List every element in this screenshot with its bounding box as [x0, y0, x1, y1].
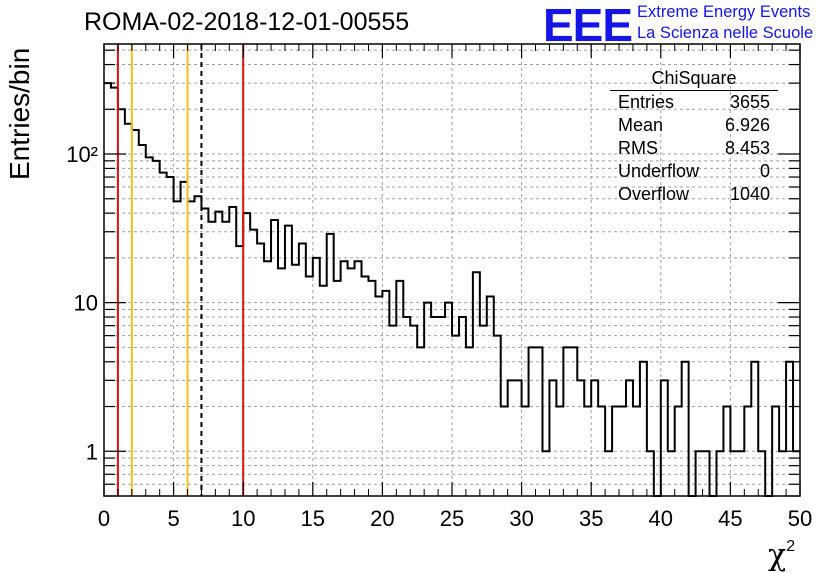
histogram	[104, 82, 800, 497]
x-axis-label-exponent: 2	[786, 538, 796, 555]
y-tick-label: 10	[74, 291, 98, 316]
y-tick-label: 1	[86, 439, 98, 464]
stats-label: Underflow	[618, 161, 700, 181]
histogram-outline	[104, 82, 800, 497]
stats-label: Entries	[618, 92, 675, 112]
stats-label: Mean	[618, 115, 664, 135]
stats-value: 6.926	[724, 115, 770, 135]
stats-value: 1040	[729, 184, 770, 204]
x-tick-label: 45	[718, 506, 742, 531]
vertical-lines	[116, 44, 245, 496]
x-tick-label: 30	[509, 506, 533, 531]
y-axis-label: Entries/bin	[4, 47, 35, 180]
y-tick-label: 10²	[66, 142, 98, 167]
stats-row-overflow: Overflow 1040	[610, 183, 778, 206]
stats-label: RMS	[618, 138, 658, 158]
x-tick-label: 15	[301, 506, 325, 531]
x-tick-label: 25	[440, 506, 464, 531]
logo-line-2: La Scienza nelle Scuole	[637, 24, 814, 42]
stats-value: 0	[759, 161, 770, 181]
x-axis-label: χ2	[768, 538, 795, 573]
stats-value: 3655	[729, 92, 770, 112]
axes: 0 5 10 15 20 25 30 35 40 45 50 1 10 10²	[66, 43, 812, 531]
chart-title: ROMA-02-2018-12-01-00555	[84, 8, 410, 36]
x-tick-label: 10	[231, 506, 255, 531]
stats-box: ChiSquare Entries 3655 Mean 6.926 RMS 8.453…	[610, 66, 778, 206]
x-tick-label: 50	[788, 506, 812, 531]
stats-label: Overflow	[618, 184, 690, 204]
logo-text: Extreme Energy Events La Scienza nelle S…	[637, 2, 813, 44]
stats-row-entries: Entries 3655	[610, 91, 778, 114]
grid	[104, 44, 800, 497]
stats-title: ChiSquare	[610, 66, 778, 91]
x-axis-label-base: χ	[768, 538, 787, 573]
x-tick-label: 0	[98, 506, 110, 531]
stats-row-underflow: Underflow 0	[610, 160, 778, 183]
eee-logo: EEE	[543, 0, 633, 51]
stats-row-rms: RMS 8.453	[610, 137, 778, 160]
stats-row-mean: Mean 6.926	[610, 114, 778, 137]
stats-value: 8.453	[724, 138, 770, 158]
x-tick-label: 40	[649, 506, 673, 531]
x-tick-label: 5	[167, 506, 179, 531]
x-tick-label: 20	[370, 506, 394, 531]
x-tick-label: 35	[579, 506, 603, 531]
logo-line-1: Extreme Energy Events	[637, 3, 811, 21]
